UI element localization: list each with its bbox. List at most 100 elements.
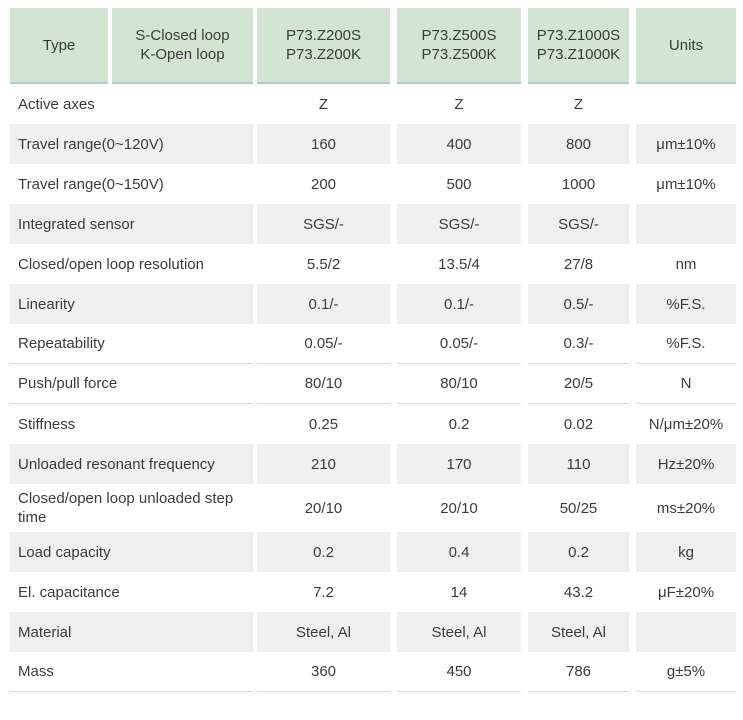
- value-cell: 0.25: [257, 404, 390, 444]
- row-label-cell: Unloaded resonant frequency: [10, 444, 253, 484]
- header-cell-type: Type: [10, 8, 108, 84]
- header-cell-model-3: P73.Z1000S P73.Z1000K: [528, 8, 629, 84]
- value-cell: 27/8: [528, 244, 629, 284]
- table-row: Mass 360 450 786 g±5%: [10, 652, 736, 692]
- row-label-cell: Stiffness: [10, 404, 253, 444]
- units-cell: [636, 84, 736, 124]
- value-cell: 80/10: [397, 364, 521, 404]
- value-cell: 0.2: [397, 404, 521, 444]
- value-cell: 0.2: [528, 532, 629, 572]
- units-cell: %F.S.: [636, 284, 736, 324]
- row-label-cell: Linearity: [10, 284, 253, 324]
- row-label-cell: Closed/open loop resolution: [10, 244, 253, 284]
- table-row: Push/pull force 80/10 80/10 20/5 N: [10, 364, 736, 404]
- value-cell: Z: [397, 84, 521, 124]
- units-cell: Hz±20%: [636, 444, 736, 484]
- table-row: Linearity 0.1/- 0.1/- 0.5/- %F.S.: [10, 284, 736, 324]
- value-cell: 20/10: [257, 484, 390, 532]
- value-cell: 200: [257, 164, 390, 204]
- units-cell: [636, 612, 736, 652]
- header-cell-model-1: P73.Z200S P73.Z200K: [257, 8, 390, 84]
- value-cell: 43.2: [528, 572, 629, 612]
- units-cell: N: [636, 364, 736, 404]
- value-cell: SGS/-: [528, 204, 629, 244]
- table-row: Integrated sensor SGS/- SGS/- SGS/-: [10, 204, 736, 244]
- units-cell: N/μm±20%: [636, 404, 736, 444]
- spec-table: Type S-Closed loop K-Open loop P73.Z200S…: [10, 8, 736, 692]
- header-units-label: Units: [668, 36, 704, 54]
- row-label-cell: Repeatability: [10, 324, 253, 364]
- value-cell: Steel, Al: [528, 612, 629, 652]
- units-cell: kg: [636, 532, 736, 572]
- table-row: Repeatability 0.05/- 0.05/- 0.3/- %F.S.: [10, 324, 736, 364]
- row-label-cell: El. capacitance: [10, 572, 253, 612]
- units-cell: nm: [636, 244, 736, 284]
- value-cell: 0.02: [528, 404, 629, 444]
- table-row: Travel range(0~150V) 200 500 1000 μm±10%: [10, 164, 736, 204]
- row-label-cell: Integrated sensor: [10, 204, 253, 244]
- header-cell-loop: S-Closed loop K-Open loop: [112, 8, 253, 84]
- value-cell: 0.1/-: [257, 284, 390, 324]
- header-loop-line1: S-Closed loop: [135, 27, 230, 44]
- value-cell: 0.1/-: [397, 284, 521, 324]
- value-cell: 110: [528, 444, 629, 484]
- value-cell: 800: [528, 124, 629, 164]
- units-cell: μF±20%: [636, 572, 736, 612]
- units-cell: g±5%: [636, 652, 736, 692]
- table-row: Travel range(0~120V) 160 400 800 μm±10%: [10, 124, 736, 164]
- units-cell: %F.S.: [636, 324, 736, 364]
- row-label-cell: Material: [10, 612, 253, 652]
- value-cell: SGS/-: [257, 204, 390, 244]
- value-cell: Steel, Al: [397, 612, 521, 652]
- row-label-cell: Mass: [10, 652, 253, 692]
- value-cell: 14: [397, 572, 521, 612]
- units-cell: ms±20%: [636, 484, 736, 532]
- value-cell: Steel, Al: [257, 612, 390, 652]
- value-cell: 450: [397, 652, 521, 692]
- value-cell: 500: [397, 164, 521, 204]
- units-cell: [636, 204, 736, 244]
- table-header-row: Type S-Closed loop K-Open loop P73.Z200S…: [10, 8, 736, 84]
- header-model-3-line1: P73.Z1000S: [536, 27, 621, 44]
- header-cell-units: Units: [636, 8, 736, 84]
- value-cell: 80/10: [257, 364, 390, 404]
- value-cell: Z: [257, 84, 390, 124]
- row-label-cell: Travel range(0~150V): [10, 164, 253, 204]
- table-row: Closed/open loop resolution 5.5/2 13.5/4 27…: [10, 244, 736, 284]
- value-cell: 0.2: [257, 532, 390, 572]
- header-model-2-line1: P73.Z500S: [421, 27, 497, 44]
- header-loop-line2: K-Open loop: [140, 46, 225, 63]
- table-row: Unloaded resonant frequency 210 170 110 Hz±2…: [10, 444, 736, 484]
- value-cell: 0.4: [397, 532, 521, 572]
- value-cell: 786: [528, 652, 629, 692]
- value-cell: 160: [257, 124, 390, 164]
- value-cell: 170: [397, 444, 521, 484]
- header-cell-model-2: P73.Z500S P73.Z500K: [397, 8, 521, 84]
- value-cell: 0.3/-: [528, 324, 629, 364]
- table-row: El. capacitance 7.2 14 43.2 μF±20%: [10, 572, 736, 612]
- value-cell: 400: [397, 124, 521, 164]
- row-label-cell: Load capacity: [10, 532, 253, 572]
- value-cell: 13.5/4: [397, 244, 521, 284]
- table-row: Closed/open loop unloaded step time 20/10…: [10, 484, 736, 532]
- value-cell: 0.05/-: [397, 324, 521, 364]
- value-cell: 1000: [528, 164, 629, 204]
- value-cell: 0.5/-: [528, 284, 629, 324]
- header-model-3-line2: P73.Z1000K: [536, 46, 621, 63]
- table-row: Active axes Z Z Z: [10, 84, 736, 124]
- header-model-2-line2: P73.Z500K: [421, 46, 497, 63]
- header-type-label: Type: [42, 36, 76, 54]
- value-cell: SGS/-: [397, 204, 521, 244]
- table-body: Active axes Z Z Z Travel range(0~120V) 160 400…: [10, 84, 736, 692]
- value-cell: 20/10: [397, 484, 521, 532]
- row-label-cell: Travel range(0~120V): [10, 124, 253, 164]
- value-cell: 5.5/2: [257, 244, 390, 284]
- value-cell: 0.05/-: [257, 324, 390, 364]
- value-cell: 210: [257, 444, 390, 484]
- table-row: Load capacity 0.2 0.4 0.2 kg: [10, 532, 736, 572]
- table-row: Stiffness 0.25 0.2 0.02 N/μm±20%: [10, 404, 736, 444]
- header-model-1-line1: P73.Z200S: [285, 27, 362, 44]
- table-row: Material Steel, Al Steel, Al Steel, Al: [10, 612, 736, 652]
- row-label-cell: Closed/open loop unloaded step time: [10, 484, 253, 532]
- row-label-cell: Push/pull force: [10, 364, 253, 404]
